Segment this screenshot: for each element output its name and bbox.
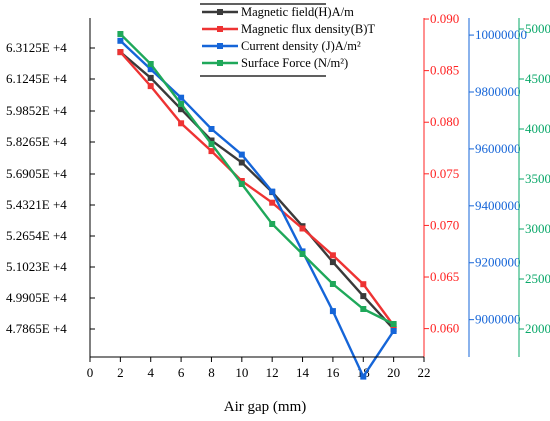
series-point-0: [360, 293, 367, 300]
series-point-1: [329, 252, 336, 259]
series-point-2: [269, 188, 276, 195]
right3-tick-label: 5000: [525, 21, 550, 36]
x-tick-label: 6: [178, 365, 185, 380]
series-point-3: [360, 306, 367, 312]
series-point-3: [208, 141, 215, 147]
x-tick-label: 20: [387, 365, 400, 380]
series-point-3: [238, 181, 245, 187]
right-axes: 0.090 0.085 0.080 0.075 0.070 0.065 0.060 10000…: [423, 11, 550, 357]
left-tick-label: 5.1023E +4: [6, 259, 67, 274]
legend-swatch-marker: [217, 26, 223, 32]
legend-label: Surface Force (N/m²): [241, 56, 348, 70]
series-point-3: [178, 101, 185, 107]
series-point-1: [147, 83, 154, 90]
series-point-3: [147, 61, 154, 67]
series-point-1: [360, 281, 367, 288]
series-point-0: [329, 259, 336, 266]
left-tick-label: 6.3125E +4: [6, 40, 67, 55]
right2-tick-label: 9600000: [475, 141, 521, 156]
x-tick-label: 16: [326, 365, 340, 380]
series-line-1: [119, 51, 395, 327]
series-point-1: [117, 49, 124, 56]
legend-label: Magnetic field(H)A/m: [241, 5, 354, 19]
series-line-0: [119, 51, 395, 330]
series-point-2: [147, 66, 154, 73]
right3-tick-label: 2000: [525, 321, 550, 336]
left-tick-label: 5.2654E +4: [6, 228, 67, 243]
right2-tick-label: 9400000: [475, 198, 521, 213]
left-tick-label: 5.6905E +4: [6, 166, 67, 181]
series-line-2: [119, 39, 395, 380]
series-point-3: [269, 221, 276, 227]
x-tick-label: 2: [117, 365, 124, 380]
series-point-0: [238, 159, 245, 166]
series-point-1: [299, 225, 306, 232]
right1-tick-label: 0.085: [430, 63, 459, 78]
legend: Magnetic field(H)A/m Magnetic flux densit…: [200, 3, 375, 77]
series-point-2: [329, 308, 336, 315]
x-tick-label: 22: [418, 365, 431, 380]
series-point-1: [269, 199, 276, 206]
right3-tick-label: 3500: [525, 171, 550, 186]
x-axis-title: Air gap (mm): [224, 399, 306, 415]
right1-tick-label: 0.075: [430, 166, 459, 181]
legend-swatch-marker: [217, 9, 223, 15]
right1-tick-label: 0.090: [430, 11, 459, 26]
series-point-2: [117, 37, 124, 44]
x-tick-label: 10: [235, 365, 248, 380]
legend-swatch-marker: [217, 43, 223, 49]
series-point-2: [360, 373, 367, 380]
left-tick-label: 5.9852E +4: [6, 103, 67, 118]
right2-tick-label: 10000000: [475, 27, 527, 42]
right3-tick-label: 4500: [525, 71, 550, 86]
series-point-1: [208, 148, 215, 155]
series-point-2: [208, 126, 215, 132]
series-point-0: [208, 137, 215, 144]
series-point-0: [178, 106, 185, 113]
left-tick-label: 4.7865E +4: [6, 321, 67, 336]
left-tick-label: 5.4321E +4: [6, 197, 67, 212]
series-point-2: [238, 151, 245, 158]
x-tick-label: 0: [87, 365, 94, 380]
right3-tick-label: 2500: [525, 271, 550, 286]
left-tick-label: 5.8265E +4: [6, 134, 67, 149]
right1-tick-label: 0.060: [430, 321, 459, 336]
right1-tick-label: 0.070: [430, 217, 459, 232]
legend-swatch-marker: [217, 60, 223, 66]
legend-label: Current density (J)A/m²: [241, 39, 361, 53]
x-axis-ticks: 0 2 4 6 8 10 12 14 16 18 20 22: [87, 357, 431, 380]
x-tick-label: 4: [147, 365, 154, 380]
legend-label: Magnetic flux density(B)T: [241, 22, 375, 36]
right3-tick-label: 4000: [525, 121, 550, 136]
left-tick-label: 6.1245E +4: [6, 71, 67, 86]
right1-tick-label: 0.080: [430, 114, 459, 129]
x-tick-label: 14: [296, 365, 310, 380]
x-tick-label: 8: [208, 365, 215, 380]
series-point-2: [178, 94, 185, 101]
series-point-0: [147, 74, 154, 81]
series-line-3: [119, 33, 395, 326]
series-layer: [117, 31, 397, 380]
right2-tick-label: 9000000: [475, 312, 521, 327]
right2-tick-label: 9800000: [475, 84, 521, 99]
right1-tick-label: 0.065: [430, 269, 459, 284]
left-tick-label: 4.9905E +4: [6, 290, 67, 305]
left-axis-ticks: 6.3125E +4 6.1245E +4 5.9852E +4 5.8265E +4…: [6, 40, 95, 336]
right2-tick-label: 9200000: [475, 255, 521, 270]
series-point-3: [117, 31, 124, 37]
series-point-1: [178, 120, 185, 127]
series-point-3: [329, 281, 336, 287]
x-tick-label: 12: [266, 365, 279, 380]
series-point-3: [390, 321, 397, 327]
right3-tick-label: 3000: [525, 221, 550, 236]
series-point-3: [299, 251, 306, 257]
series-point-2: [390, 328, 397, 334]
